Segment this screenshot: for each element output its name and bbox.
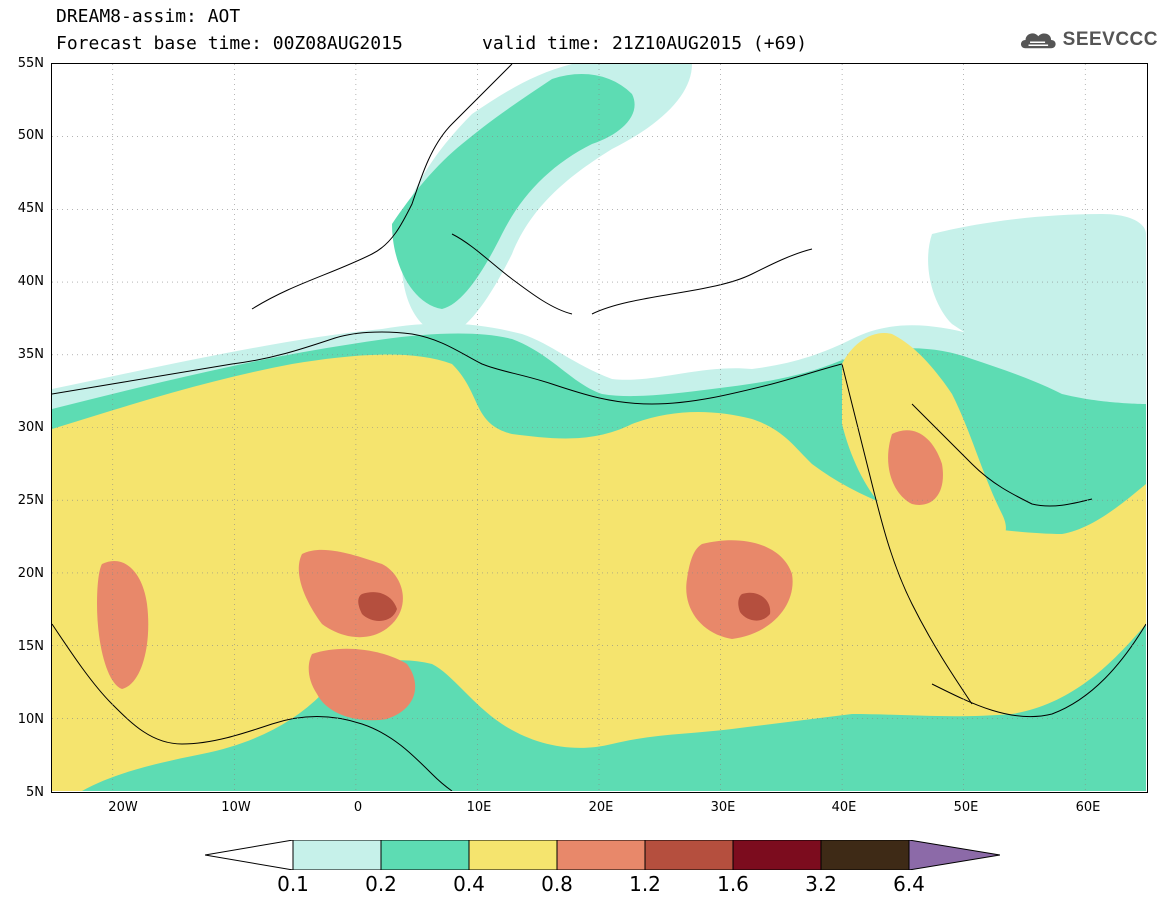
aot-contour-1.2	[738, 592, 771, 621]
coastline-path	[911, 403, 1093, 507]
lon-label: 60E	[1075, 800, 1101, 815]
lat-label: 40N	[17, 274, 44, 289]
colorbar-label: 1.6	[717, 872, 749, 896]
colorbar-bin-1.6-3.2	[732, 840, 822, 870]
colorbar-label: 6.4	[893, 872, 925, 896]
aot-contour-0.8	[308, 648, 416, 721]
colorbar-bin-3.2-6.4	[820, 840, 910, 870]
lon-label: 10E	[466, 800, 492, 815]
aot-colorbar	[205, 840, 1000, 870]
lat-label: 55N	[17, 56, 44, 71]
coastline-path	[841, 363, 973, 705]
coastlines	[52, 64, 1147, 792]
colorbar-bin-0.4-0.8	[468, 840, 558, 870]
logo-text: SEEVCCC	[1062, 29, 1158, 50]
forecast-base-time: Forecast base time: 00Z08AUG2015	[56, 33, 403, 54]
aot-contour-map	[52, 64, 1147, 792]
lat-label: 15N	[17, 639, 44, 654]
lat-label: 20N	[17, 566, 44, 581]
aot-map[interactable]	[51, 63, 1148, 793]
lon-label: 30E	[710, 800, 736, 815]
colorbar-bin-0.1-0.2	[292, 840, 382, 870]
aot-field	[52, 64, 1146, 791]
map-title: DREAM8-assim: AOT	[56, 6, 241, 27]
lon-label: 50E	[953, 800, 979, 815]
coastline-path	[591, 248, 813, 315]
coastline-path	[251, 64, 513, 310]
valid-time: valid time: 21Z10AUG2015 (+69)	[482, 33, 808, 54]
colorbar-label: 1.2	[629, 872, 661, 896]
cloud-icon	[1021, 33, 1056, 49]
coastline-path	[52, 331, 843, 405]
coastline-path	[931, 623, 1147, 718]
seevccc-logo: SEEVCCC	[1018, 22, 1158, 58]
lon-label: 10W	[221, 800, 251, 815]
lon-label: 20W	[108, 800, 138, 815]
colorbar-bin-1.2-1.6	[644, 840, 734, 870]
lat-label: 25N	[17, 493, 44, 508]
lat-label: 45N	[17, 201, 44, 216]
aot-contour-0.8	[97, 560, 149, 689]
lat-label: 35N	[17, 347, 44, 362]
colorbar-label: 0.4	[453, 872, 485, 896]
colorbar-over-arrow	[908, 840, 1000, 870]
lon-label: 0	[353, 800, 363, 815]
aot-contour-0.8	[888, 430, 943, 505]
lat-label: 30N	[17, 420, 44, 435]
coastline-path	[451, 233, 573, 315]
map-grid	[52, 64, 1146, 791]
aot-contour-0.1	[928, 214, 1146, 389]
aot-contour-1.2	[358, 592, 397, 621]
colorbar-label: 0.8	[541, 872, 573, 896]
aot-contour-0.2	[392, 74, 635, 309]
coastline-path	[52, 623, 453, 792]
lat-label: 50N	[17, 128, 44, 143]
colorbar-label: 0.1	[277, 872, 309, 896]
lat-label: 5N	[26, 785, 44, 800]
colorbar-bin-0.8-1.2	[556, 840, 646, 870]
lon-label: 20E	[588, 800, 614, 815]
lat-label: 10N	[17, 712, 44, 727]
lon-label: 40E	[831, 800, 857, 815]
colorbar-label: 3.2	[805, 872, 837, 896]
colorbar-under-arrow	[205, 840, 294, 870]
colorbar-label: 0.2	[365, 872, 397, 896]
colorbar-bin-0.2-0.4	[380, 840, 470, 870]
